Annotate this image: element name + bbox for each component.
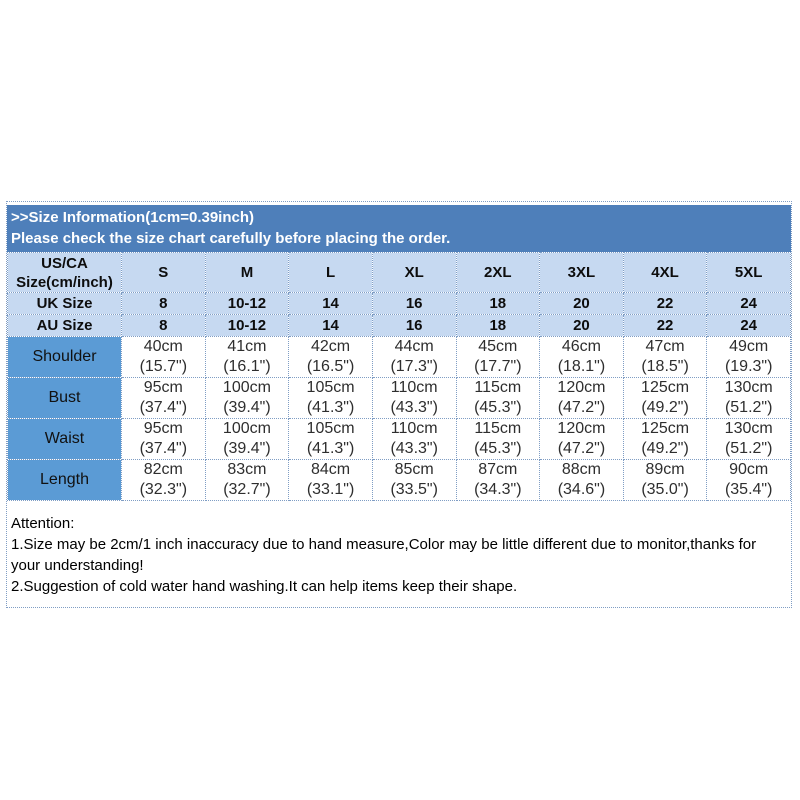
row-label: AU Size	[7, 314, 122, 337]
column-header: 4XL	[622, 252, 708, 293]
attention-section: Attention: 1.Size may be 2cm/1 inch inac…	[7, 501, 791, 607]
measure-cell: 130cm (51.2")	[706, 418, 791, 460]
size-cell: 14	[288, 314, 373, 337]
size-info-panel: >>Size Information(1cm=0.39inch) Please …	[6, 201, 792, 608]
measure-cell: 85cm (33.5")	[371, 459, 457, 501]
size-cell: 24	[706, 292, 791, 315]
measure-cell: 115cm (45.3")	[455, 377, 541, 419]
row-label: Length	[7, 459, 122, 501]
size-info-banner: >>Size Information(1cm=0.39inch) Please …	[7, 205, 791, 252]
measure-cell: 115cm (45.3")	[455, 418, 541, 460]
attention-notes: 1.Size may be 2cm/1 inch inaccuracy due …	[11, 534, 786, 597]
measure-cell: 120cm (47.2")	[539, 377, 624, 419]
measure-cell: 46cm (18.1")	[539, 336, 624, 378]
table-row: Bust 95cm (37.4") 100cm (39.4") 105cm (41.3…	[7, 377, 791, 419]
size-table: US/CA Size(cm/inch) S M L XL 2XL 3XL 4XL 5XL UK S…	[7, 252, 791, 501]
column-header: L	[288, 252, 373, 293]
row-label: Waist	[7, 418, 122, 460]
measure-cell: 95cm (37.4")	[121, 377, 206, 419]
size-cell: 20	[539, 292, 624, 315]
measure-cell: 49cm (19.3")	[706, 336, 791, 378]
measure-cell: 47cm (18.5")	[622, 336, 708, 378]
column-header: 3XL	[539, 252, 624, 293]
table-row: UK Size 8 10-12 14 16 18 20 22 24	[7, 292, 791, 315]
table-row: AU Size 8 10-12 14 16 18 20 22 24	[7, 314, 791, 337]
row-label: Shoulder	[7, 336, 122, 378]
measure-cell: 41cm (16.1")	[204, 336, 290, 378]
measure-cell: 40cm (15.7")	[121, 336, 206, 378]
measure-cell: 120cm (47.2")	[539, 418, 624, 460]
column-header: XL	[371, 252, 457, 293]
size-cell: 16	[371, 292, 457, 315]
measure-cell: 105cm (41.3")	[288, 377, 373, 419]
size-cell: 14	[288, 292, 373, 315]
measure-cell: 110cm (43.3")	[371, 418, 457, 460]
size-cell: 10-12	[204, 292, 290, 315]
banner-line-2: Please check the size chart carefully be…	[11, 230, 451, 247]
row-label: UK Size	[7, 292, 122, 315]
attention-note: 1.Size may be 2cm/1 inch inaccuracy due …	[11, 536, 757, 574]
size-cell: 18	[455, 292, 541, 315]
measure-cell: 44cm (17.3")	[371, 336, 457, 378]
table-row: Waist 95cm (37.4") 100cm (39.4") 105cm (41.…	[7, 418, 791, 460]
size-cell: 20	[539, 314, 624, 337]
measure-cell: 87cm (34.3")	[455, 459, 541, 501]
measure-cell: 90cm (35.4")	[706, 459, 791, 501]
size-cell: 22	[622, 292, 708, 315]
measure-cell: 89cm (35.0")	[622, 459, 708, 501]
column-header: 5XL	[706, 252, 791, 293]
corner-header: US/CA Size(cm/inch)	[7, 252, 122, 293]
measure-cell: 83cm (32.7")	[204, 459, 290, 501]
size-cell: 10-12	[204, 314, 290, 337]
measure-cell: 125cm (49.2")	[622, 377, 708, 419]
column-header: M	[204, 252, 290, 293]
measure-cell: 100cm (39.4")	[204, 377, 290, 419]
size-cell: 16	[371, 314, 457, 337]
measure-cell: 88cm (34.6")	[539, 459, 624, 501]
size-cell: 8	[121, 292, 206, 315]
banner-line-1: >>Size Information(1cm=0.39inch)	[11, 209, 254, 226]
measure-cell: 42cm (16.5")	[288, 336, 373, 378]
measure-cell: 82cm (32.3")	[121, 459, 206, 501]
measure-cell: 95cm (37.4")	[121, 418, 206, 460]
column-header: S	[121, 252, 206, 293]
measure-cell: 110cm (43.3")	[371, 377, 457, 419]
table-row: US/CA Size(cm/inch) S M L XL 2XL 3XL 4XL 5XL	[7, 252, 791, 293]
measure-cell: 100cm (39.4")	[204, 418, 290, 460]
table-row: Length 82cm (32.3") 83cm (32.7") 84cm (33.1…	[7, 459, 791, 501]
measure-cell: 125cm (49.2")	[622, 418, 708, 460]
attention-note: 2.Suggestion of cold water hand washing.…	[11, 578, 518, 595]
size-cell: 8	[121, 314, 206, 337]
size-table-body: US/CA Size(cm/inch) S M L XL 2XL 3XL 4XL 5XL UK S…	[7, 252, 791, 501]
measure-cell: 45cm (17.7")	[455, 336, 541, 378]
column-header: 2XL	[455, 252, 541, 293]
measure-cell: 105cm (41.3")	[288, 418, 373, 460]
attention-title: Attention:	[11, 515, 75, 532]
size-cell: 24	[706, 314, 791, 337]
size-cell: 18	[455, 314, 541, 337]
table-row: Shoulder 40cm (15.7") 41cm (16.1") 42cm (16…	[7, 336, 791, 378]
size-cell: 22	[622, 314, 708, 337]
row-label: Bust	[7, 377, 122, 419]
measure-cell: 130cm (51.2")	[706, 377, 791, 419]
measure-cell: 84cm (33.1")	[288, 459, 373, 501]
